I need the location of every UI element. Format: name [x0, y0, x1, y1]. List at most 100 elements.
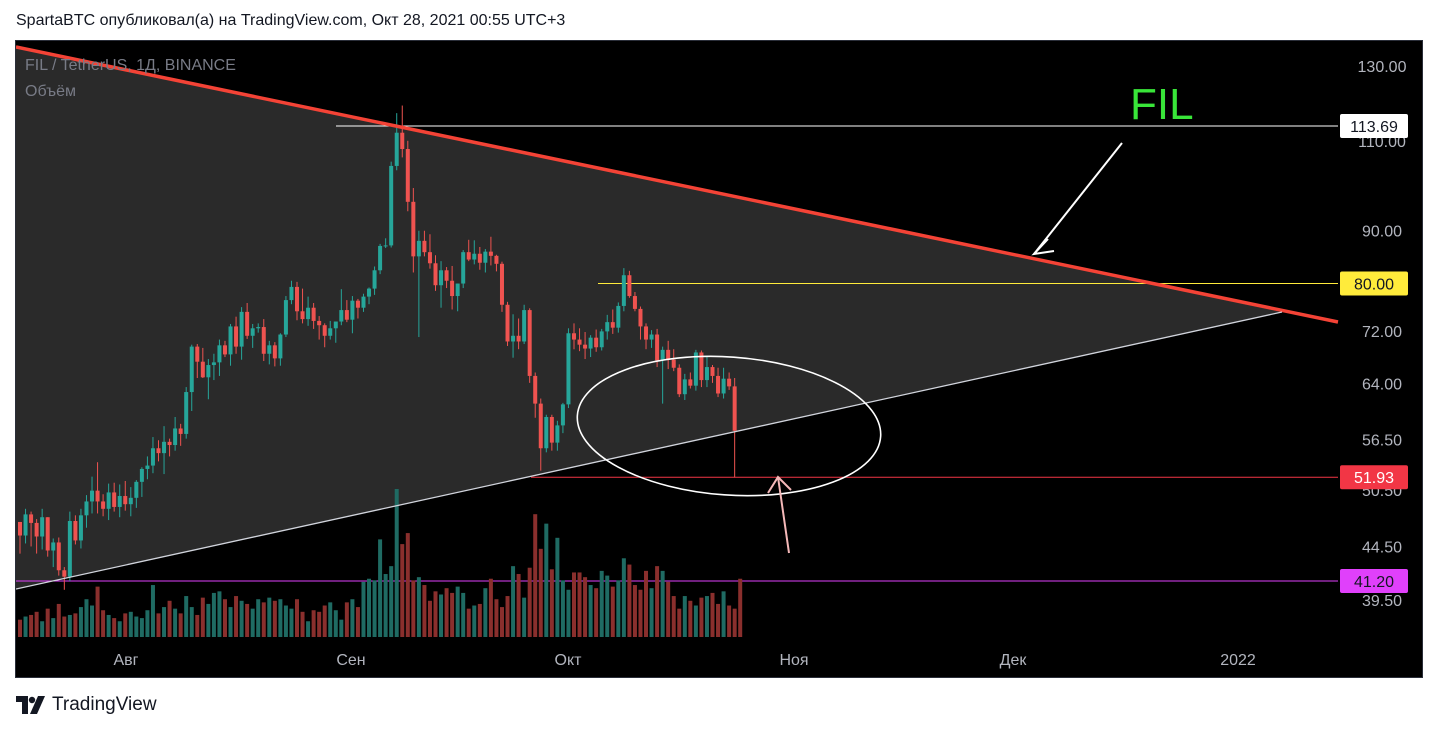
candle[interactable] — [162, 426, 167, 475]
candle[interactable] — [627, 270, 632, 298]
candle[interactable] — [721, 367, 726, 399]
candle[interactable] — [610, 309, 615, 334]
candle[interactable] — [727, 372, 732, 390]
candle[interactable] — [95, 462, 100, 514]
candle[interactable] — [112, 482, 117, 512]
candle[interactable] — [222, 340, 227, 358]
candle[interactable] — [572, 323, 576, 350]
candle[interactable] — [67, 511, 72, 581]
candle[interactable] — [511, 314, 516, 358]
candle[interactable] — [56, 537, 61, 576]
candle[interactable] — [250, 323, 255, 348]
candle[interactable] — [533, 372, 538, 418]
candle[interactable] — [472, 240, 477, 265]
price-level-badge[interactable]: 41.20 — [1340, 569, 1408, 593]
candle[interactable] — [621, 268, 626, 312]
candle[interactable] — [101, 494, 106, 517]
candle[interactable] — [544, 414, 549, 453]
candle[interactable] — [300, 288, 305, 324]
candlestick-chart[interactable]: FIL FIL / TetherUS, 1Д, BINANCE Объём 13… — [15, 41, 1422, 677]
candle[interactable] — [527, 308, 532, 383]
candle[interactable] — [416, 230, 421, 338]
candle[interactable] — [716, 367, 721, 398]
candle[interactable] — [234, 316, 239, 354]
candle[interactable] — [189, 344, 194, 412]
candle[interactable] — [400, 105, 405, 158]
candle[interactable] — [134, 480, 139, 508]
candle[interactable] — [671, 349, 676, 372]
candle[interactable] — [173, 417, 178, 451]
candle[interactable] — [228, 323, 233, 366]
candle[interactable] — [488, 236, 493, 266]
candle[interactable] — [383, 238, 388, 249]
candle[interactable] — [339, 289, 344, 326]
candle[interactable] — [245, 303, 250, 339]
candle[interactable] — [267, 340, 272, 365]
candle[interactable] — [499, 261, 504, 312]
candle[interactable] — [272, 342, 277, 367]
candle[interactable] — [632, 292, 637, 312]
chart-panel[interactable]: FIL FIL / TetherUS, 1Д, BINANCE Объём 13… — [15, 40, 1423, 678]
candle[interactable] — [261, 319, 266, 362]
candle[interactable] — [538, 398, 543, 471]
candle[interactable] — [638, 306, 643, 340]
candle[interactable] — [577, 328, 582, 352]
candle[interactable] — [455, 283, 460, 312]
candle[interactable] — [666, 340, 671, 370]
price-level-badge[interactable]: 113.69 — [1340, 114, 1408, 138]
candle[interactable] — [505, 301, 510, 346]
candle[interactable] — [128, 487, 133, 517]
candle[interactable] — [549, 414, 554, 451]
candle[interactable] — [555, 420, 560, 451]
candle[interactable] — [34, 519, 39, 554]
candle[interactable] — [106, 483, 111, 521]
candle[interactable] — [117, 484, 122, 518]
candle[interactable] — [90, 476, 95, 514]
candle[interactable] — [704, 355, 709, 388]
candle[interactable] — [616, 302, 621, 333]
candle[interactable] — [483, 249, 488, 273]
candle[interactable] — [29, 511, 34, 547]
candle[interactable] — [167, 438, 172, 457]
candle[interactable] — [605, 314, 610, 340]
candle[interactable] — [461, 250, 466, 289]
candle[interactable] — [333, 321, 338, 343]
candle[interactable] — [389, 161, 394, 248]
candle[interactable] — [427, 234, 432, 269]
candle[interactable] — [145, 456, 150, 480]
candle[interactable] — [51, 538, 56, 568]
candle[interactable] — [211, 353, 216, 381]
candle[interactable] — [444, 267, 449, 289]
candle[interactable] — [150, 437, 155, 474]
candle[interactable] — [677, 364, 682, 398]
candle[interactable] — [206, 359, 211, 400]
candle[interactable] — [599, 328, 604, 351]
candle[interactable] — [139, 467, 144, 497]
candle[interactable] — [306, 296, 311, 326]
candle[interactable] — [344, 300, 349, 323]
candle[interactable] — [644, 323, 649, 350]
candle[interactable] — [594, 329, 599, 352]
candle[interactable] — [682, 373, 687, 400]
candle[interactable] — [84, 495, 89, 528]
candle[interactable] — [566, 328, 571, 409]
candle[interactable] — [405, 140, 410, 212]
candle[interactable] — [660, 346, 665, 404]
candle[interactable] — [73, 515, 78, 545]
triangle-upper-trendline[interactable] — [15, 45, 1339, 324]
candle[interactable] — [588, 335, 593, 358]
candle[interactable] — [688, 372, 693, 389]
candle[interactable] — [156, 440, 161, 462]
candle[interactable] — [372, 266, 377, 295]
candle[interactable] — [516, 318, 521, 350]
candle[interactable] — [283, 296, 288, 338]
candle[interactable] — [450, 265, 455, 310]
candle[interactable] — [466, 239, 471, 262]
candle[interactable] — [45, 517, 50, 557]
candle[interactable] — [378, 243, 383, 275]
candle[interactable] — [361, 293, 366, 312]
candle[interactable] — [522, 304, 527, 345]
price-level-badge[interactable]: 80.00 — [1340, 271, 1408, 296]
candle[interactable] — [328, 320, 333, 340]
candle[interactable] — [195, 344, 200, 378]
